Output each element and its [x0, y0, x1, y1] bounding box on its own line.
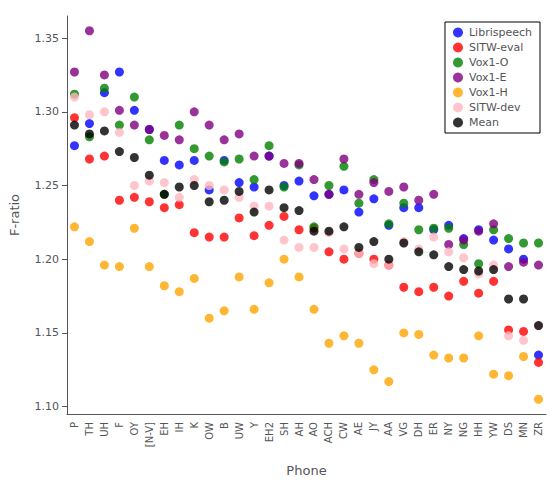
svg-text:CW: CW — [338, 422, 349, 439]
svg-text:JY: JY — [368, 421, 379, 432]
svg-text:DS: DS — [503, 422, 514, 436]
svg-text:P: P — [69, 422, 80, 428]
svg-text:AE: AE — [353, 422, 364, 435]
svg-text:ER: ER — [428, 422, 439, 435]
svg-text:HH: HH — [473, 422, 484, 437]
svg-text:YW: YW — [488, 422, 499, 439]
svg-text:OY: OY — [129, 421, 140, 435]
svg-text:UW: UW — [234, 422, 245, 439]
svg-text:Phone: Phone — [286, 463, 326, 478]
svg-text:VG: VG — [398, 422, 409, 437]
svg-text:F: F — [114, 422, 125, 428]
svg-text:AH: AH — [294, 422, 305, 436]
svg-text:Vox1-O: Vox1-O — [469, 56, 509, 69]
svg-text:NG: NG — [458, 422, 469, 437]
svg-text:ACH: ACH — [323, 422, 334, 443]
svg-text:EH: EH — [159, 422, 170, 436]
svg-text:1.10: 1.10 — [35, 400, 60, 413]
svg-text:Y: Y — [249, 421, 260, 429]
svg-text:SITW-eval: SITW-eval — [469, 41, 523, 54]
svg-text:UH: UH — [99, 422, 110, 437]
svg-text:1.15: 1.15 — [35, 326, 60, 339]
svg-text:IH: IH — [174, 422, 185, 432]
svg-text:1.20: 1.20 — [35, 253, 60, 266]
svg-text:SH: SH — [279, 422, 290, 436]
svg-text:MN: MN — [518, 422, 529, 438]
svg-text:DH: DH — [413, 422, 424, 437]
svg-text:OW: OW — [204, 422, 215, 440]
svg-text:Vox1-H: Vox1-H — [469, 86, 508, 99]
svg-text:AA: AA — [383, 422, 394, 436]
svg-text:EH2: EH2 — [264, 422, 275, 442]
svg-text:F-ratio: F-ratio — [7, 194, 22, 236]
svg-text:Librispeech: Librispeech — [469, 26, 532, 39]
svg-text:1.30: 1.30 — [35, 105, 60, 118]
svg-text:B: B — [219, 422, 230, 429]
svg-text:1.25: 1.25 — [35, 179, 60, 192]
svg-text:TH: TH — [84, 422, 95, 437]
svg-text:SITW-dev: SITW-dev — [469, 101, 521, 114]
svg-text:AO: AO — [308, 422, 319, 437]
svg-text:[N-V]: [N-V] — [144, 422, 155, 447]
svg-text:K: K — [189, 422, 200, 429]
svg-text:Mean: Mean — [469, 116, 499, 129]
svg-text:1.35: 1.35 — [35, 32, 60, 45]
svg-text:NY: NY — [443, 421, 454, 435]
svg-text:ZR: ZR — [533, 422, 544, 436]
svg-text:Vox1-E: Vox1-E — [469, 71, 507, 84]
